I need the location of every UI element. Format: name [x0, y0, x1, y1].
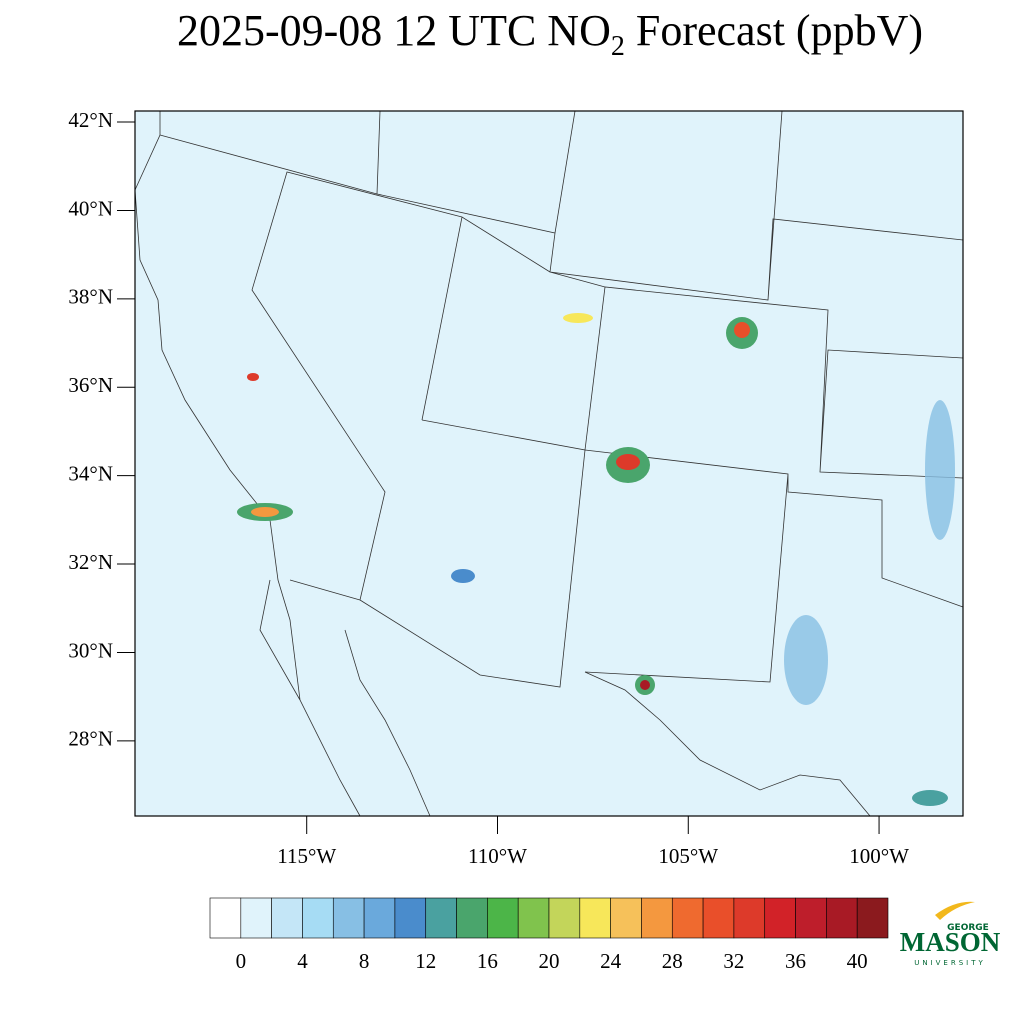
colorbar-label: 32 [723, 949, 744, 973]
colorbar-swatch [363, 897, 396, 939]
logo-top: GEORGE [947, 923, 989, 933]
logo-swoosh [935, 901, 975, 920]
colorbar-label: 40 [847, 949, 868, 973]
title-rest: Forecast (ppbV) [625, 6, 923, 55]
colorbar-swatch [394, 897, 427, 939]
y-tick-label: 32°N [68, 550, 113, 574]
colorbar-swatch [425, 897, 457, 939]
colorbar-label: 28 [662, 949, 683, 973]
colorbar-swatch [579, 897, 611, 939]
state-lines [134, 110, 964, 688]
colorbar-swatch [702, 897, 735, 939]
colorbar-swatch [302, 897, 334, 939]
map-background [135, 111, 963, 816]
y-tick-label: 34°N [68, 461, 113, 485]
colorbar-swatch [487, 897, 519, 939]
colorbar-swatch [332, 897, 365, 939]
colorbar-label: 36 [785, 949, 806, 973]
y-tick-label: 40°N [68, 196, 113, 220]
colorbar-swatch [456, 897, 488, 939]
colorbar-label: 4 [297, 949, 308, 973]
colorbar-swatch [795, 897, 827, 939]
title-main: 2025-09-08 12 UTC NO [177, 6, 611, 55]
colorbar-swatch [271, 897, 303, 939]
colorbar-label: 16 [477, 949, 498, 973]
borders [134, 110, 964, 817]
y-tick-label: 42°N [68, 108, 113, 132]
colorbar-swatch [826, 897, 858, 939]
x-tick-label: 100°W [849, 844, 909, 868]
colorbar-swatch [610, 897, 642, 939]
colorbar-swatch [548, 897, 581, 939]
x-tick-label: 115°W [277, 844, 336, 868]
colorbar-swatch [671, 897, 704, 939]
map: 42°N 40°N 38°N 36°N 34°N 32°N 30°N 28°N 115°W 110… [68, 108, 964, 868]
title: 2025-09-08 12 UTC NO2 Forecast (ppbV) [177, 6, 923, 62]
colorbar-swatch [209, 897, 242, 939]
y-tick-label: 38°N [68, 285, 113, 309]
y-tick-label: 36°N [68, 373, 113, 397]
colorbar-label: 20 [539, 949, 560, 973]
logo-main: MASON [900, 927, 1001, 957]
colorbar-swatch [240, 897, 272, 939]
logo-bottom: UNIVERSITY [914, 959, 986, 967]
colorbar-swatch [764, 897, 796, 939]
colorbar-swatch [856, 897, 889, 939]
y-tick-label: 28°N [68, 727, 113, 751]
coast-and-border [134, 189, 871, 817]
colorbar-swatch [733, 897, 766, 939]
colorbar-label: 12 [415, 949, 436, 973]
title-subscript: 2 [611, 31, 625, 62]
x-tick-label: 105°W [658, 844, 718, 868]
logo: GEORGE MASON UNIVERSITY [900, 901, 1001, 967]
map-frame [134, 110, 964, 817]
y-tick-label: 30°N [68, 638, 113, 662]
colorbar-label: 8 [359, 949, 370, 973]
colorbar-label: 0 [236, 949, 247, 973]
colorbar: 0 4 8 12 16 20 24 28 32 36 40 [209, 897, 889, 973]
x-tick-label: 110°W [468, 844, 527, 868]
colorbar-swatch [641, 897, 673, 939]
hotspots [237, 313, 955, 806]
colorbar-swatch [517, 897, 550, 939]
colorbar-label: 24 [600, 949, 622, 973]
